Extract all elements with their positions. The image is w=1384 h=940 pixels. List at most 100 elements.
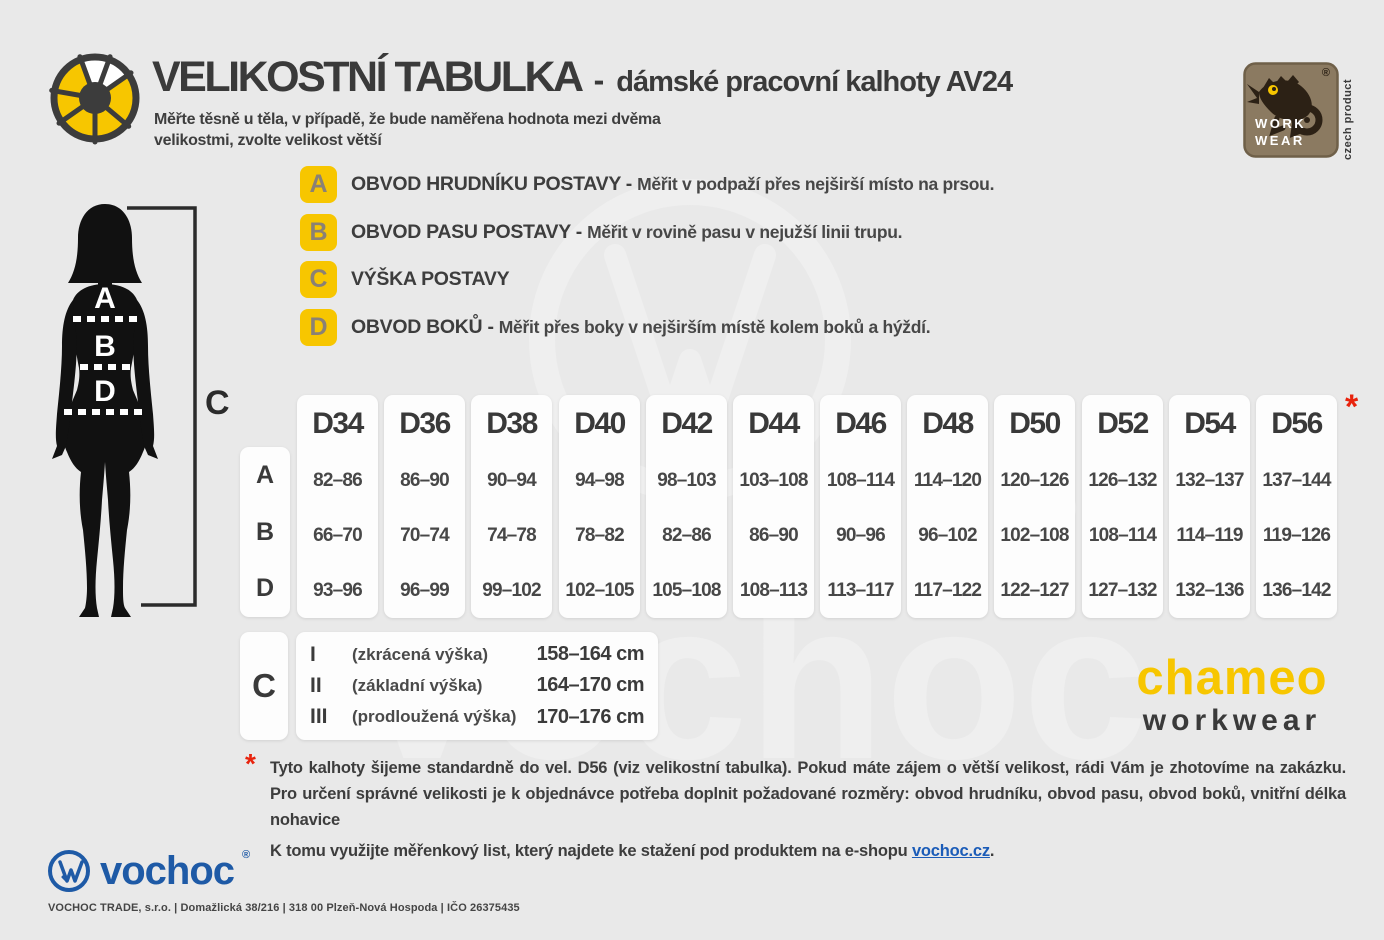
female-silhouette-figure: A B D C (35, 200, 265, 630)
vochoc-registered-mark: ® (242, 849, 251, 861)
legend-text-d: OBVOD BOKŮ - Měřit přes boky v nejširším… (351, 316, 931, 339)
size-value-a: 90–94 (487, 469, 537, 491)
legend-key-badge-d: D (300, 309, 337, 346)
badge-registered-mark: ® (1321, 67, 1330, 79)
size-value-d: 99–102 (482, 579, 541, 601)
size-value-b: 90–96 (836, 524, 886, 546)
size-value-d: 136–142 (1262, 579, 1331, 601)
size-value-d: 105–108 (652, 579, 721, 601)
legend-separator-a: - (620, 173, 638, 195)
workwear-wordmark: workwear (1142, 704, 1322, 737)
roman-numeral-3: III (310, 705, 328, 729)
height-range-2: 164–170 cm (536, 674, 645, 697)
legend-text-b: OBVOD PASU POSTAVY - Měřit v rovině pasu… (351, 221, 902, 244)
size-column-d56: D56 137–144 119–126 136–142 (1256, 395, 1337, 618)
size-header: D40 (574, 407, 626, 440)
size-column-d50: D50 120–126 102–108 122–127 (994, 395, 1075, 618)
vochoc-logo: vochoc ® (46, 848, 250, 894)
company-info-line: VOCHOC TRADE, s.r.o. | Domažlická 38/216… (48, 902, 520, 914)
size-column-d40: D40 94–98 78–82 102–105 (559, 395, 640, 618)
size-value-b: 96–102 (918, 524, 977, 546)
size-value-d: 122–127 (1000, 579, 1069, 601)
size-value-d: 108–113 (739, 579, 808, 601)
legend-item-a: A OBVOD HRUDNÍKU POSTAVY - Měřit v podpa… (300, 166, 994, 203)
note-asterisk: * (245, 748, 256, 779)
size-column-d42: D42 98–103 82–86 105–108 (646, 395, 727, 618)
size-value-a: 108–114 (826, 469, 895, 491)
marker-a: A (94, 282, 116, 315)
vochoc-wordmark: vochoc (100, 849, 235, 893)
badge-word-wear: WEAR (1255, 133, 1305, 148)
size-value-a: 103–108 (739, 469, 808, 491)
size-header: D50 (1009, 407, 1061, 440)
size-value-b: 119–126 (1262, 524, 1331, 546)
height-range-3: 170–176 cm (536, 705, 645, 728)
legend-item-c: C VÝŠKA POSTAVY (300, 261, 510, 298)
size-value-d: 96–99 (400, 579, 450, 601)
vochoc-cz-link[interactable]: vochoc.cz (911, 842, 990, 860)
size-header: D52 (1097, 407, 1149, 440)
instructions-line-1: Měřte těsně u těla, v případě, že bude n… (154, 111, 661, 128)
page-title: VELIKOSTNÍ TABULKA (152, 53, 584, 101)
note-paragraph-2-text: K tomu využijte měřenkový list, který na… (270, 842, 912, 860)
size-header: D38 (486, 407, 538, 440)
size-value-d: 93–96 (313, 579, 363, 601)
note-paragraph-2: K tomu využijte měřenkový list, který na… (270, 842, 1346, 861)
legend-label-a: OBVOD HRUDNÍKU POSTAVY (351, 173, 621, 195)
instructions-line-2: velikostmi, zvolte velikost větší (154, 132, 382, 149)
size-value-b: 74–78 (487, 524, 537, 546)
legend-description-b: Měřit v rovině pasu v nejužší linii trup… (587, 222, 903, 242)
size-value-b: 82–86 (662, 524, 712, 546)
size-value-d: 127–132 (1088, 579, 1157, 601)
legend-key-badge-a: A (300, 166, 337, 203)
marker-b: B (94, 330, 116, 363)
legend-key-badge-b: B (300, 214, 337, 251)
note-paragraph-2-end: . (989, 842, 995, 860)
size-value-b: 114–119 (1176, 524, 1243, 546)
size-value-d: 102–105 (565, 579, 634, 601)
female-silhouette-icon: A B D C (52, 204, 230, 617)
size-column-d46: D46 108–114 90–96 113–117 (820, 395, 901, 618)
size-header: D44 (748, 407, 800, 440)
size-column-d48: D48 114–120 96–102 117–122 (907, 395, 988, 618)
size-value-a: 114–120 (913, 469, 982, 491)
size-row-labels: A B D (240, 447, 290, 617)
legend-separator-d: - (482, 316, 499, 338)
height-row-3: III (prodloužená výška) 170–176 cm (310, 705, 645, 729)
size-column-d54: D54 132–137 114–119 132–136 (1169, 395, 1250, 618)
brand-wheel-icon (49, 53, 140, 145)
row-label-a: A (255, 460, 275, 489)
legend-item-b: B OBVOD PASU POSTAVY - Měřit v rovině pa… (300, 214, 902, 251)
legend-label-b: OBVOD PASU POSTAVY (351, 221, 571, 243)
marker-d: D (94, 375, 116, 408)
size-value-d: 117–122 (913, 579, 982, 601)
size-value-d: 113–117 (827, 579, 894, 601)
table-asterisk: * (1345, 388, 1359, 426)
page-title-row: VELIKOSTNÍ TABULKA - dámské pracovní kal… (152, 53, 1013, 101)
vochoc-circle-icon (48, 850, 90, 892)
size-header: D42 (661, 407, 713, 440)
height-row-2: II (základní výška) 164–170 cm (310, 673, 645, 698)
legend-text-c: VÝŠKA POSTAVY (351, 268, 510, 291)
height-bracket (127, 206, 197, 607)
size-column-d52: D52 126–132 108–114 127–132 (1082, 395, 1163, 618)
height-name-1: (zkrácená výška) (352, 644, 489, 664)
size-value-b: 86–90 (749, 524, 799, 546)
badge-work-wear-label: WORK WEAR (1255, 115, 1306, 149)
size-header: D48 (922, 407, 974, 440)
chameo-logo: chameo workwear (1118, 654, 1346, 736)
roman-numeral-2: II (310, 673, 322, 697)
measurement-instructions: Měřte těsně u těla, v případě, že bude n… (154, 109, 661, 151)
height-name-2: (základní výška) (352, 675, 483, 695)
legend-key-badge-c: C (300, 261, 337, 298)
size-header: D46 (835, 407, 887, 440)
legend-description-a: Měřit v podpaží přes nejširší místo na p… (637, 174, 995, 194)
roman-numeral-1: I (310, 642, 316, 666)
height-name-3: (prodloužená výška) (352, 707, 517, 727)
size-value-a: 86–90 (400, 469, 450, 491)
note-paragraph-1: Tyto kalhoty šijeme standardně do vel. D… (270, 759, 1346, 829)
height-label-c: C (205, 384, 230, 422)
size-header: D56 (1271, 407, 1323, 440)
height-table-label: C (240, 632, 288, 740)
size-value-a: 126–132 (1088, 469, 1157, 491)
